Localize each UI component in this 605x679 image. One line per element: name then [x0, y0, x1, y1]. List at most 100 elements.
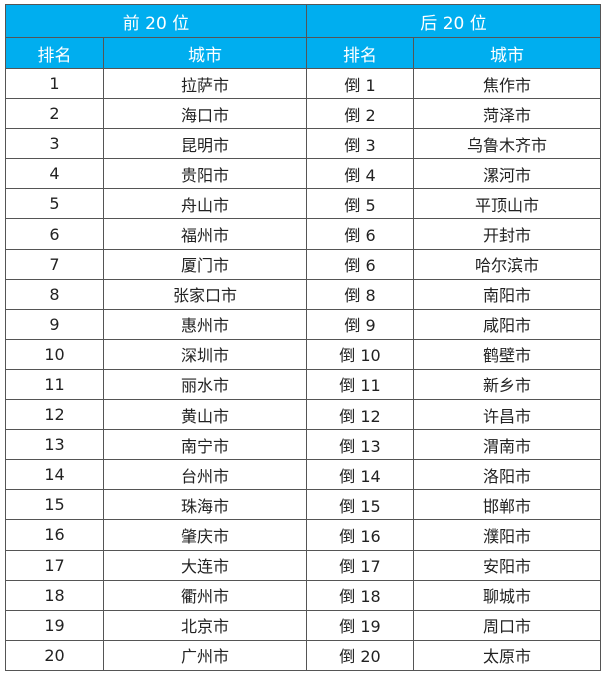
table-row: 8 张家口市倒 8 南阳市 — [5, 278, 602, 310]
table-row: 10 深圳市倒 10 鹤壁市 — [5, 338, 602, 370]
rev-rank-cell: 倒 4 — [306, 158, 415, 190]
rev-city-cell: 邯郸市 — [413, 489, 602, 521]
city-cell: 台州市 — [102, 459, 308, 491]
rev-rank-cell: 倒 13 — [306, 429, 415, 461]
rank-cell: 5 — [5, 188, 104, 220]
rank-cell: 2 — [5, 98, 104, 130]
table-row: 7 厦门市倒 6 哈尔滨市 — [5, 248, 602, 280]
rev-rank-cell: 倒 10 — [306, 338, 415, 370]
rev-city-cell: 安阳市 — [413, 549, 602, 581]
rev-city-cell: 周口市 — [413, 609, 602, 641]
rev-rank-cell: 倒 6 — [306, 218, 415, 250]
table-row: 13 南宁市倒 13 渭南市 — [5, 429, 602, 461]
table-row: 15 珠海市倒 15 邯郸市 — [5, 489, 602, 521]
rank-cell: 10 — [5, 338, 104, 370]
rank-cell: 11 — [5, 368, 104, 401]
city-cell: 黄山市 — [102, 399, 308, 431]
rev-city-cell: 咸阳市 — [413, 308, 602, 340]
city-cell: 福州市 — [102, 218, 308, 250]
rev-city-cell: 平顶山市 — [413, 188, 602, 220]
rev-city-cell: 聊城市 — [413, 579, 602, 611]
city-cell: 珠海市 — [102, 489, 308, 521]
rank-cell: 12 — [5, 399, 104, 431]
city-cell: 舟山市 — [102, 188, 308, 220]
rank-cell: 15 — [5, 489, 104, 521]
table-row: 2 海口市倒 2 菏泽市 — [5, 98, 602, 130]
rev-city-cell: 南阳市 — [413, 278, 602, 310]
rev-rank-cell: 倒 18 — [306, 579, 415, 611]
rank-cell: 3 — [5, 128, 104, 160]
table-row: 5 舟山市倒 5 平顶山市 — [5, 188, 602, 220]
rev-rank-cell: 倒 2 — [306, 98, 415, 130]
column-header-rev-city: 城市 — [413, 37, 602, 69]
rev-rank-cell: 倒 6 — [306, 248, 415, 280]
rev-rank-cell: 倒 8 — [306, 278, 415, 310]
rev-city-cell: 哈尔滨市 — [413, 248, 602, 280]
rank-cell: 17 — [5, 549, 104, 581]
city-cell: 大连市 — [102, 549, 308, 581]
table-row: 4 贵阳市倒 4 漯河市 — [5, 158, 602, 190]
rev-city-cell: 乌鲁木齐市 — [413, 128, 602, 160]
rev-city-cell: 濮阳市 — [413, 519, 602, 551]
city-cell: 北京市 — [102, 609, 308, 641]
table-row: 16 肇庆市倒 16 濮阳市 — [5, 519, 602, 551]
rev-city-cell: 菏泽市 — [413, 98, 602, 130]
rank-cell: 4 — [5, 158, 104, 190]
table-row: 20 广州市倒 20 太原市 — [5, 639, 602, 671]
table-row: 1 拉萨市倒 1 焦作市 — [5, 67, 602, 100]
city-cell: 海口市 — [102, 98, 308, 130]
rank-cell: 7 — [5, 248, 104, 280]
rev-rank-cell: 倒 5 — [306, 188, 415, 220]
city-cell: 衢州市 — [102, 579, 308, 611]
column-header-row: 排名 城市 排名 城市 — [5, 37, 602, 69]
table-row: 14 台州市倒 14 洛阳市 — [5, 459, 602, 491]
column-header-city: 城市 — [102, 37, 308, 69]
rank-cell: 18 — [5, 579, 104, 611]
rev-rank-cell: 倒 3 — [306, 128, 415, 160]
rank-cell: 8 — [5, 278, 104, 310]
city-cell: 张家口市 — [102, 278, 308, 310]
rank-cell: 14 — [5, 459, 104, 491]
ranking-table: 前 20 位 后 20 位 排名 城市 排名 城市 1 拉萨市倒 1 焦作市 2 海口市… — [4, 4, 602, 671]
rev-city-cell: 焦作市 — [413, 67, 602, 100]
city-cell: 惠州市 — [102, 308, 308, 340]
rev-rank-cell: 倒 12 — [306, 399, 415, 431]
rev-rank-cell: 倒 1 — [306, 67, 415, 100]
city-cell: 广州市 — [102, 639, 308, 671]
rev-city-cell: 太原市 — [413, 639, 602, 671]
group-header-bottom20: 后 20 位 — [306, 4, 602, 38]
table-row: 18 衢州市倒 18 聊城市 — [5, 579, 602, 611]
rank-cell: 20 — [5, 639, 104, 671]
table-row: 17 大连市倒 17 安阳市 — [5, 549, 602, 581]
city-cell: 贵阳市 — [102, 158, 308, 190]
rev-city-cell: 许昌市 — [413, 399, 602, 431]
rank-cell: 13 — [5, 429, 104, 461]
rev-rank-cell: 倒 17 — [306, 549, 415, 581]
rev-rank-cell: 倒 19 — [306, 609, 415, 641]
rev-rank-cell: 倒 20 — [306, 639, 415, 671]
rev-rank-cell: 倒 16 — [306, 519, 415, 551]
table-row: 3 昆明市倒 3 乌鲁木齐市 — [5, 128, 602, 160]
column-header-rev-rank: 排名 — [306, 37, 415, 69]
rev-city-cell: 新乡市 — [413, 368, 602, 401]
rev-city-cell: 开封市 — [413, 218, 602, 250]
city-cell: 丽水市 — [102, 368, 308, 401]
city-cell: 厦门市 — [102, 248, 308, 280]
rev-city-cell: 鹤壁市 — [413, 338, 602, 370]
rev-city-cell: 洛阳市 — [413, 459, 602, 491]
rank-cell: 16 — [5, 519, 104, 551]
city-cell: 拉萨市 — [102, 67, 308, 100]
column-header-rank: 排名 — [5, 37, 104, 69]
table-row: 9 惠州市倒 9 咸阳市 — [5, 308, 602, 340]
group-header-row: 前 20 位 后 20 位 — [4, 4, 602, 38]
rank-cell: 1 — [5, 67, 104, 100]
city-cell: 深圳市 — [102, 338, 308, 370]
city-cell: 肇庆市 — [102, 519, 308, 551]
rank-cell: 9 — [5, 308, 104, 340]
city-cell: 南宁市 — [102, 429, 308, 461]
group-header-top20: 前 20 位 — [4, 4, 308, 38]
table-row: 12 黄山市倒 12 许昌市 — [5, 399, 602, 431]
rev-rank-cell: 倒 15 — [306, 489, 415, 521]
rev-rank-cell: 倒 14 — [306, 459, 415, 491]
